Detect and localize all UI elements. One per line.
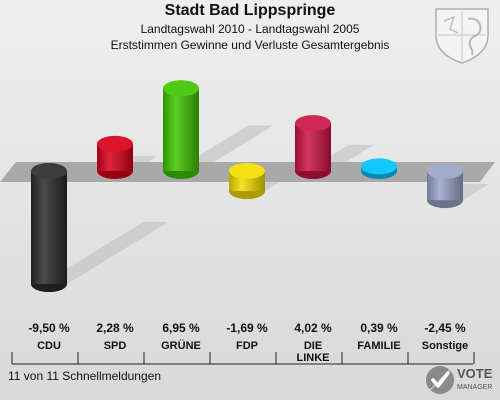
bar-top-sonstige <box>427 163 463 179</box>
bar-body-cdu <box>31 171 67 285</box>
value-label-cdu: -9,50 % <box>28 321 70 335</box>
logo-text: VOTE <box>457 366 493 381</box>
category-axis <box>11 352 475 365</box>
bar-spd <box>97 135 133 179</box>
chart-title: Stadt Bad Lippspringe <box>164 2 336 19</box>
bar-sonstige <box>427 163 463 209</box>
value-label-fdp: -1,69 % <box>226 321 268 335</box>
status-footer: 11 von 11 Schnellmeldungen <box>8 369 161 383</box>
bar-die-linke <box>295 115 331 179</box>
category-label-die-linke: LINKE <box>297 352 330 364</box>
category-label-cdu: CDU <box>37 340 61 352</box>
value-label-familie: 0,39 % <box>360 321 398 335</box>
bar-top-fdp <box>229 163 265 179</box>
chart-subtitle-description: Erststimmen Gewinne und Verluste Gesamte… <box>110 38 390 52</box>
category-label-spd: SPD <box>104 340 127 352</box>
value-label-sonstige: -2,45 % <box>424 321 466 335</box>
bar-shadow-cdu <box>41 221 169 285</box>
bar-top-spd <box>97 135 133 152</box>
chart-subtitle-election: Landtagswahl 2010 - Landtagswahl 2005 <box>140 22 360 36</box>
value-label-die-linke: 4,02 % <box>294 321 332 335</box>
category-label-sonstige: Sonstige <box>422 340 468 352</box>
logo-subtext: MANAGER <box>457 384 493 391</box>
bar-top-cdu <box>31 163 67 179</box>
bar-cdu <box>31 163 67 293</box>
value-label-gr-ne: 6,95 % <box>162 321 200 335</box>
bar-fdp <box>229 163 265 200</box>
bar-familie <box>361 158 397 179</box>
label-layer: -9,50 % CDU 2,28 % SPD 6,95 % GRÜNE -1,69 % FDP… <box>28 321 468 364</box>
category-label-fdp: FDP <box>236 340 258 352</box>
value-label-spd: 2,28 % <box>96 321 134 335</box>
category-label-familie: FAMILIE <box>357 340 400 352</box>
bar-top-familie <box>361 158 397 175</box>
bar-top-die-linke <box>295 115 331 132</box>
category-label-gr-ne: GRÜNE <box>161 339 201 352</box>
vote-manager-logo <box>426 366 454 394</box>
bar-layer <box>31 80 463 293</box>
bar-gr-ne <box>163 80 199 179</box>
coat-of-arms-icon <box>435 8 489 64</box>
bar-body-gr-ne <box>163 88 199 171</box>
category-label-die-linke: DIE <box>304 340 322 352</box>
bar-top-gr-ne <box>163 80 199 97</box>
